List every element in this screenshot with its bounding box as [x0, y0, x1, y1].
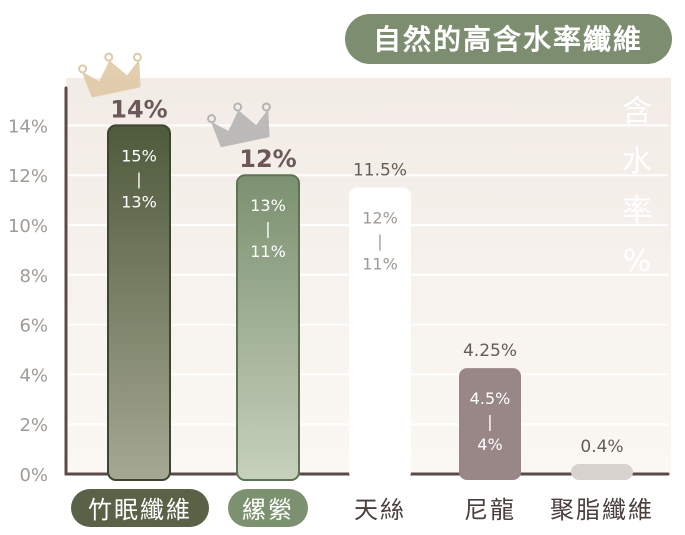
range-high: 4.5% — [470, 389, 511, 408]
y-tick-label: 8% — [19, 266, 48, 287]
category-label: 竹眠纖維 — [88, 496, 192, 524]
crowns — [78, 52, 271, 148]
range-separator: | — [377, 232, 382, 251]
value-label: 12% — [239, 145, 296, 173]
bar — [107, 124, 171, 482]
category-pill-bamboo — [71, 489, 209, 527]
y-tick-label: 4% — [19, 365, 48, 386]
chart-title-text: 自然的高含水率纖維 — [373, 23, 643, 56]
y-tick-label: 12% — [8, 166, 48, 187]
chart-title-background — [345, 14, 672, 64]
category-label: 縲縈 — [242, 496, 294, 524]
bars — [107, 124, 633, 482]
gold-crown-icon — [78, 52, 142, 98]
y-axis-label-char: 率 — [622, 194, 652, 229]
y-axis-label-char: 含 — [622, 94, 652, 129]
y-tick-label: 6% — [19, 316, 48, 337]
range-high: 13% — [250, 196, 286, 215]
category-pill-rayon — [228, 489, 308, 527]
y-tick-label: 10% — [8, 216, 48, 237]
chart-title: 自然的高含水率纖維 — [345, 14, 672, 64]
crown-jewel — [207, 114, 217, 124]
crown-body — [211, 110, 270, 148]
range-low: 4% — [477, 435, 502, 454]
value-label: 4.25% — [463, 341, 517, 361]
y-axis-label: 含 水 率 % — [622, 94, 652, 279]
range-low: 13% — [121, 192, 157, 211]
y-tick-labels: 0% 2% 4% 6% 8% 10% 12% 14% — [8, 116, 48, 486]
value-label: 14% — [110, 95, 167, 123]
crown-jewel — [104, 52, 114, 62]
category-label: 天絲 — [354, 496, 406, 524]
value-label: 0.4% — [580, 437, 623, 457]
range-high: 15% — [121, 146, 157, 165]
bar — [571, 464, 633, 480]
value-label: 11.5% — [353, 161, 407, 181]
y-tick-label: 2% — [19, 415, 48, 436]
y-tick-label: 0% — [19, 465, 48, 486]
crown-jewel — [78, 64, 88, 74]
y-tick-label: 14% — [8, 116, 48, 137]
range-high: 12% — [362, 209, 398, 228]
value-labels: 14% 12% 11.5% 4.25% 0.4% — [110, 95, 623, 457]
range-low: 11% — [362, 255, 398, 274]
range-separator: | — [136, 169, 141, 188]
range-separator: | — [487, 412, 492, 431]
crown-jewel — [261, 102, 271, 112]
bar — [459, 368, 521, 480]
category-label: 尼龍 — [464, 496, 516, 524]
category-label: 聚脂纖維 — [550, 496, 654, 524]
y-axis-label-char: % — [623, 244, 652, 279]
silver-crown-icon — [207, 102, 271, 148]
bar — [236, 174, 300, 481]
bar — [349, 187, 411, 480]
range-separator: | — [265, 219, 270, 238]
crown-body — [82, 61, 141, 98]
y-axis-label-char: 水 — [622, 144, 652, 179]
crown-jewel — [132, 52, 142, 62]
range-labels: 15% | 13% 13% | 11% 12% | 11% 4.5% | 4% — [121, 146, 510, 454]
range-low: 11% — [250, 242, 286, 261]
category-labels: 竹眠纖維 縲縈 天絲 尼龍 聚脂纖維 — [71, 489, 654, 527]
crown-jewel — [233, 102, 243, 112]
